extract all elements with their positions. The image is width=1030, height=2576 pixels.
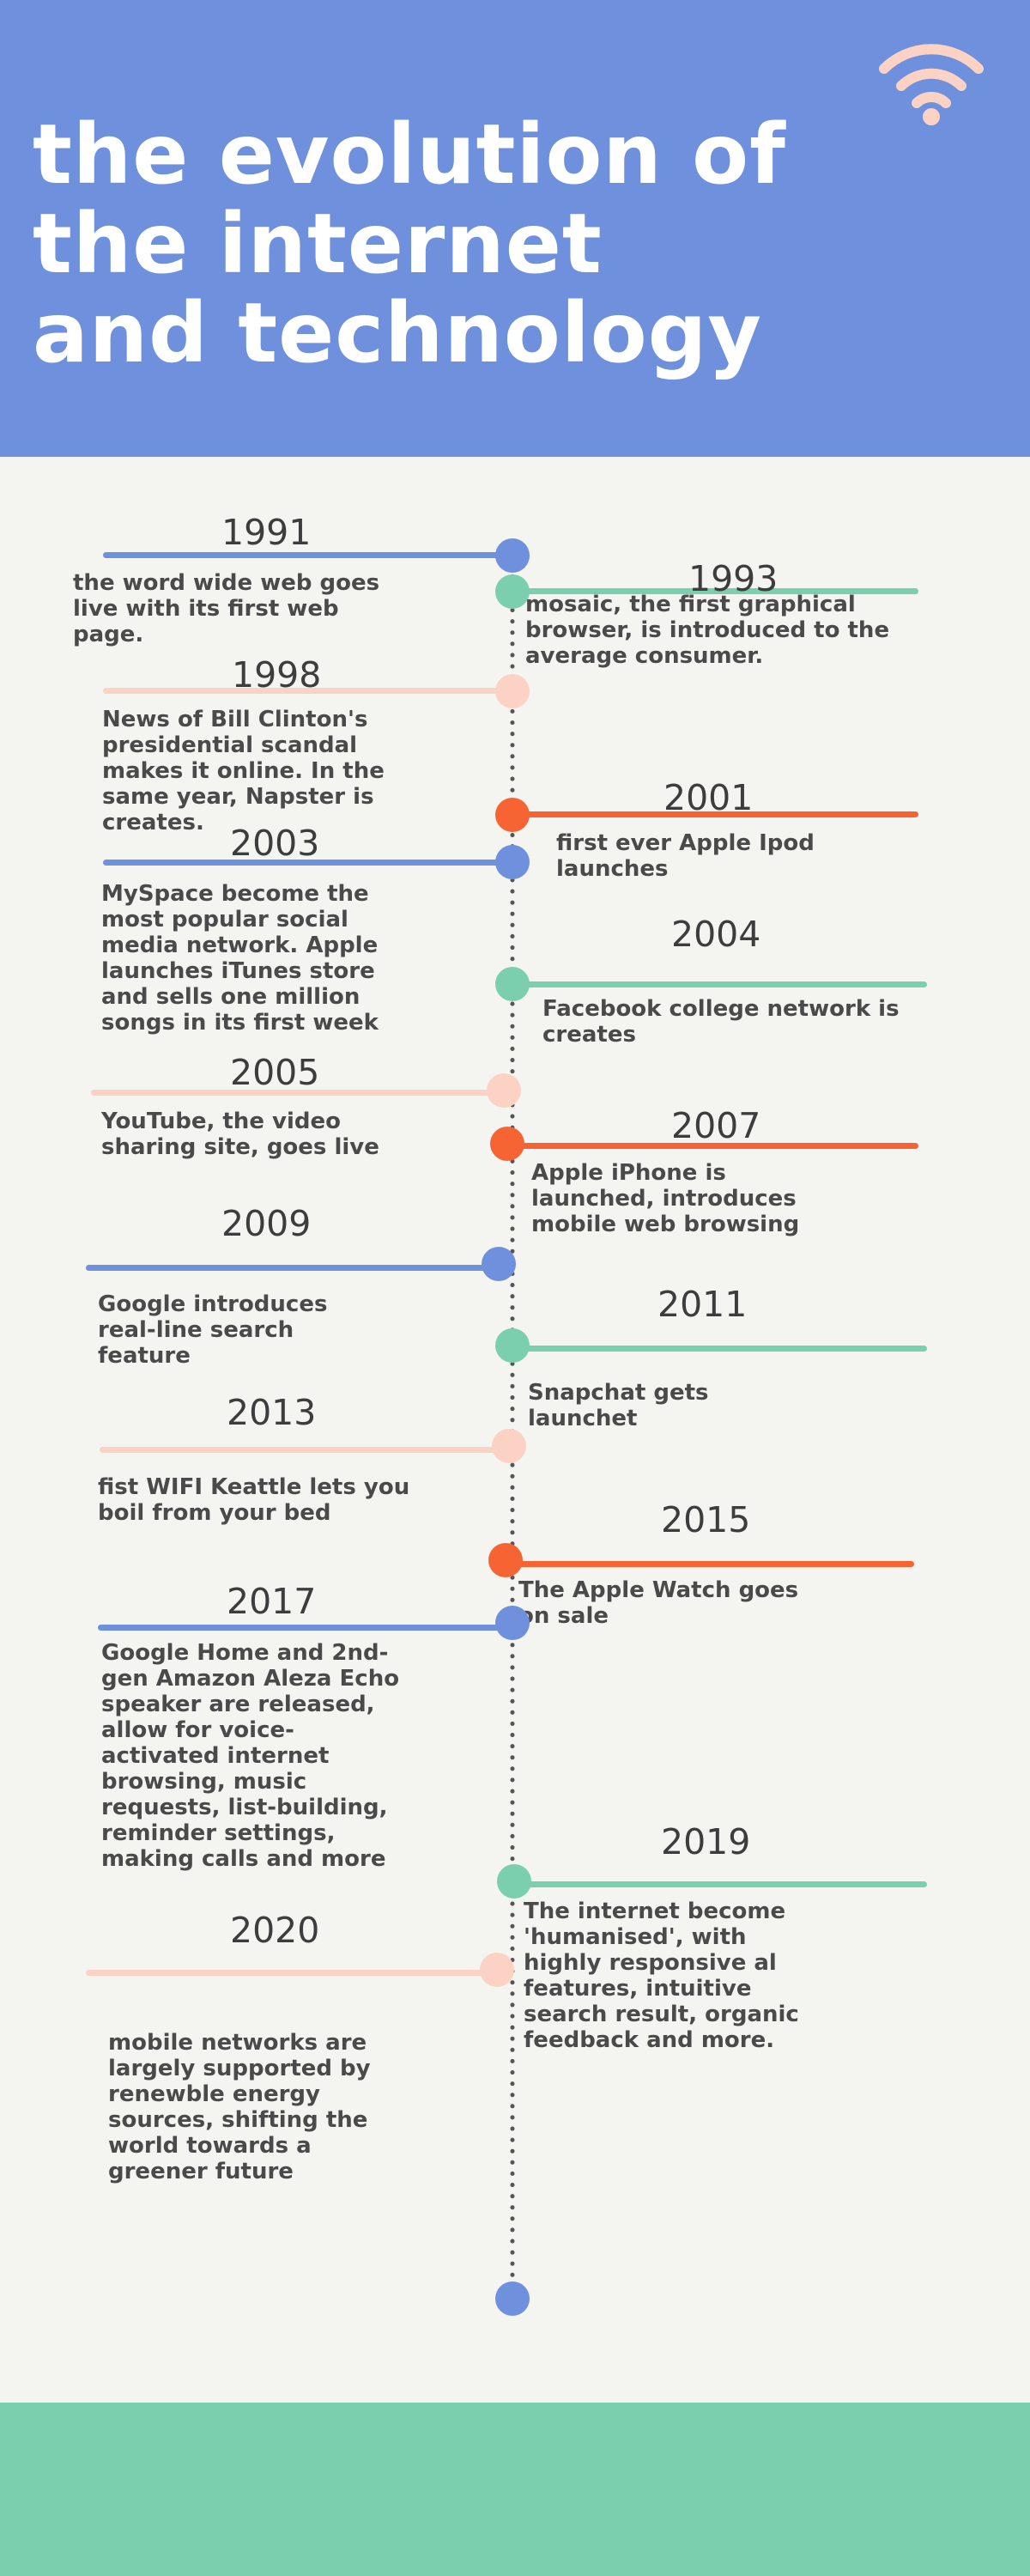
timeline-marker — [492, 1429, 526, 1463]
wifi-icon — [879, 44, 984, 125]
event-description: Google Home and 2nd-gen Amazon Aleza Ech… — [101, 1640, 400, 1872]
timeline-connector — [103, 552, 512, 558]
event-description: YouTube, the video sharing site, goes li… — [101, 1109, 379, 1160]
timeline-connector — [86, 1970, 512, 1976]
event-description: mosaic, the first graphical browser, is … — [525, 592, 890, 669]
event-description: MySpace become the most popular social m… — [101, 881, 379, 1036]
timeline-marker — [488, 1543, 523, 1577]
event-year: 2004 — [671, 914, 761, 955]
event-year: 2011 — [657, 1284, 748, 1325]
timeline-connector — [512, 811, 918, 817]
timeline-connector — [98, 1625, 512, 1631]
timeline-marker — [487, 1073, 521, 1108]
event-description: first ever Apple Ipod launches — [556, 830, 815, 882]
title-line: the evolution of — [33, 106, 786, 203]
event-year: 2013 — [227, 1392, 317, 1433]
header-banner: the evolution of the internet and techno… — [0, 0, 1030, 457]
timeline-connector — [103, 860, 512, 866]
event-description: News of Bill Clinton's presidential scan… — [102, 707, 385, 835]
event-description: Google introduces real-line search featu… — [98, 1291, 328, 1369]
timeline-marker — [480, 1953, 514, 1987]
event-year: 2003 — [230, 823, 320, 864]
event-description: Facebook college network is creates — [542, 996, 900, 1048]
timeline-connector — [91, 1090, 512, 1096]
timeline-marker — [495, 538, 530, 573]
event-year: 2009 — [221, 1203, 312, 1244]
timeline-marker — [495, 674, 530, 708]
event-year: 2015 — [661, 1499, 751, 1540]
event-year: 1998 — [232, 654, 322, 696]
event-description: The Apple Watch goes on sale — [518, 1577, 799, 1629]
event-description: The internet become 'humanised', with hi… — [524, 1899, 799, 2053]
event-description: Snapchat gets launchet — [528, 1380, 709, 1431]
timeline-connector — [512, 1143, 918, 1149]
event-description: fist WIFI Keattle lets you boil from you… — [98, 1474, 410, 1526]
title-line: the internet — [33, 196, 603, 292]
timeline-connector — [512, 1346, 927, 1352]
timeline-marker — [482, 1247, 516, 1281]
timeline-marker — [495, 1328, 530, 1363]
timeline-marker — [495, 574, 530, 609]
timeline-connector — [103, 688, 512, 694]
event-year: 1993 — [688, 558, 779, 599]
event-year: 2020 — [230, 1910, 320, 1951]
timeline-connector — [512, 588, 918, 594]
timeline-marker — [497, 1864, 531, 1899]
event-year: 2019 — [661, 1821, 751, 1862]
event-year: 2001 — [663, 777, 754, 818]
event-description: mobile networks are largely supported by… — [108, 2030, 371, 2184]
timeline-marker — [495, 1606, 530, 1640]
timeline-connector — [512, 1561, 914, 1567]
event-description: the word wide web goes live with its fir… — [73, 570, 380, 647]
timeline-connector — [86, 1265, 512, 1271]
event-year: 2017 — [227, 1581, 317, 1622]
title-line: and technology — [33, 285, 762, 381]
event-year: 2007 — [671, 1105, 761, 1146]
timeline-marker — [490, 1127, 524, 1161]
event-year: 2005 — [230, 1052, 320, 1093]
timeline-marker — [495, 967, 530, 1001]
timeline-connector — [100, 1447, 512, 1453]
timeline-marker — [495, 845, 530, 879]
footer-band — [0, 2403, 1030, 2576]
page-title: the evolution of the internet and techno… — [33, 110, 891, 378]
timeline-connector — [512, 1881, 927, 1887]
timeline-connector — [512, 981, 927, 987]
event-description: Apple iPhone is launched, introduces mob… — [531, 1160, 800, 1237]
event-year: 1991 — [221, 512, 312, 553]
timeline-marker — [495, 798, 530, 832]
timeline-end-marker — [495, 2281, 530, 2316]
